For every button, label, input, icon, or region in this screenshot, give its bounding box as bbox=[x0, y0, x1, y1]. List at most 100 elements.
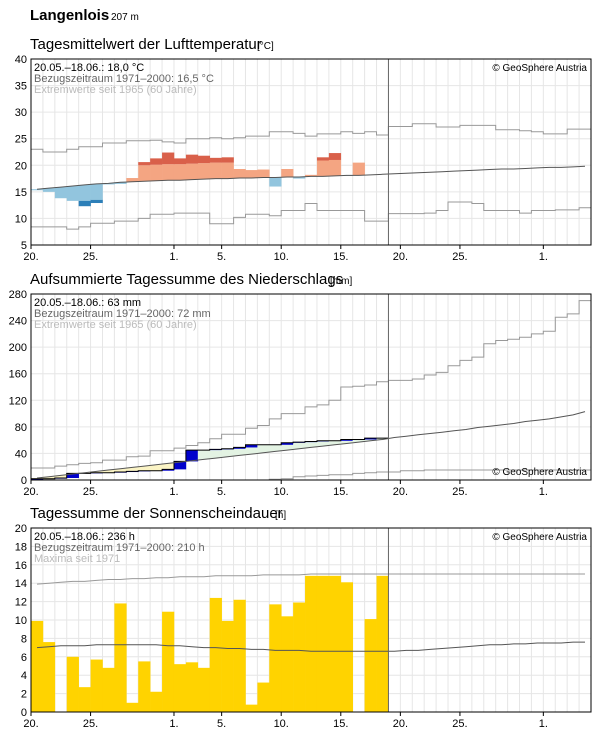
y-tick-label: 0 bbox=[21, 707, 27, 719]
temp-bar-warm-strong bbox=[209, 157, 222, 163]
info-line: Extremwerte seit 1965 (60 Jahre) bbox=[34, 319, 197, 331]
temp-bar-warm bbox=[245, 170, 258, 179]
x-tick-label: 25. bbox=[452, 486, 467, 498]
temp-bar-warm bbox=[209, 162, 222, 179]
temp-reference-line bbox=[36, 165, 586, 190]
y-tick-label: 120 bbox=[9, 395, 27, 407]
precip-deviation bbox=[328, 440, 342, 445]
sunshine-bar bbox=[31, 620, 44, 712]
temp-bar-cold bbox=[269, 177, 282, 187]
y-tick-label: 14 bbox=[15, 578, 27, 590]
precip-daily-bar bbox=[162, 469, 175, 471]
temp-bar-warm bbox=[138, 165, 151, 182]
temp-bar-warm bbox=[328, 159, 342, 176]
y-tick-label: 280 bbox=[9, 289, 27, 301]
y-tick-label: 8 bbox=[21, 633, 27, 645]
info-line: 20.05.–18.06.: 236 h bbox=[34, 531, 135, 543]
temp-min-line bbox=[31, 201, 591, 230]
precip-deviation bbox=[162, 463, 175, 470]
temp-bar-warm bbox=[173, 164, 187, 181]
temp-bar-warm-strong bbox=[197, 155, 211, 164]
y-tick-label: 20 bbox=[15, 523, 27, 535]
precip-deviation bbox=[197, 450, 211, 460]
x-tick-label: 20. bbox=[393, 251, 408, 263]
temp-bar-cold bbox=[54, 187, 68, 199]
sunshine-bar bbox=[233, 599, 246, 712]
precip-daily-bar bbox=[173, 461, 187, 470]
sunshine-bar bbox=[221, 620, 234, 712]
x-tick-label: 5. bbox=[217, 486, 226, 498]
temp-bar-warm bbox=[162, 164, 175, 181]
precip-max-line bbox=[31, 300, 591, 469]
precip-reference-line bbox=[36, 411, 586, 479]
x-tick-label: 25. bbox=[83, 718, 98, 729]
temp-bar-cold-strong bbox=[90, 199, 103, 204]
x-tick-label: 25. bbox=[452, 251, 467, 263]
sunshine-panel: Tagessumme der Sonnenscheindauer [h] 0 2 4… bbox=[15, 505, 592, 729]
info-line: Bezugszeitraum 1971–2000: 210 h bbox=[34, 542, 205, 554]
y-tick-label: 15 bbox=[15, 187, 27, 199]
y-tick-label: 80 bbox=[15, 422, 27, 434]
sunshine-bar bbox=[245, 704, 258, 712]
precip-daily-bar bbox=[185, 450, 199, 462]
temp-bar-cold bbox=[90, 183, 103, 200]
sunshine-max-line bbox=[36, 573, 585, 585]
sunshine-bar bbox=[90, 659, 103, 712]
precip-deviation bbox=[221, 448, 234, 457]
precip-deviation bbox=[42, 476, 56, 479]
sunshine-bar bbox=[102, 667, 115, 712]
precipitation-title: Aufsummierte Tagessumme des Niederschlag… bbox=[30, 271, 343, 288]
temp-bar-warm bbox=[221, 162, 234, 179]
precip-deviation bbox=[102, 470, 115, 473]
temperature-title: Tagesmittelwert der Lufttemperatur bbox=[30, 36, 262, 53]
y-tick-label: 16 bbox=[15, 560, 27, 572]
precip-observed-line bbox=[31, 437, 389, 480]
y-tick-label: 25 bbox=[15, 134, 27, 146]
info-line: Bezugszeitraum 1971–2000: 72 mm bbox=[34, 308, 211, 320]
y-tick-label: 12 bbox=[15, 597, 27, 609]
temp-bar-warm-strong bbox=[162, 152, 175, 165]
sunshine-bar bbox=[78, 687, 91, 712]
temp-bar-warm bbox=[257, 169, 270, 178]
precipitation-panel: Aufsummierte Tagessumme des Niederschlag… bbox=[9, 271, 592, 498]
precip-deviation bbox=[54, 475, 68, 479]
y-tick-label: 4 bbox=[21, 670, 27, 682]
info-line: 20.05.–18.06.: 63 mm bbox=[34, 297, 141, 309]
precip-daily-bar bbox=[233, 447, 246, 449]
precip-daily-bar bbox=[340, 439, 354, 441]
precip-deviation bbox=[209, 449, 222, 459]
precip-daily-bar bbox=[31, 478, 44, 480]
temp-bar-warm bbox=[197, 163, 211, 180]
info-line: Bezugszeitraum 1971–2000: 16,5 °C bbox=[34, 73, 214, 85]
x-tick-label: 20. bbox=[23, 251, 38, 263]
temp-bar-warm bbox=[185, 163, 199, 180]
sunshine-bar bbox=[114, 603, 127, 712]
x-tick-label: 10. bbox=[274, 718, 289, 729]
temp-bar-warm-strong bbox=[185, 154, 199, 164]
x-tick-label: 1. bbox=[169, 251, 178, 263]
station-altitude: 207 m bbox=[111, 12, 139, 23]
sunshine-bar bbox=[281, 616, 294, 712]
temp-bar-warm-strong bbox=[221, 157, 234, 163]
x-tick-label: 1. bbox=[539, 486, 548, 498]
plot-frame bbox=[30, 58, 592, 246]
x-tick-label: 20. bbox=[23, 718, 38, 729]
x-tick-label: 15. bbox=[333, 486, 348, 498]
precip-deviation bbox=[352, 439, 365, 443]
temperature-unit: [°C] bbox=[257, 41, 274, 52]
station-name: Langenlois bbox=[30, 7, 109, 24]
temperature-panel: Tagesmittelwert der Lufttemperatur [°C] … bbox=[15, 36, 592, 263]
x-tick-label: 5. bbox=[217, 718, 226, 729]
temp-bar-cold-strong bbox=[78, 200, 91, 207]
x-tick-label: 25. bbox=[83, 251, 98, 263]
temp-bar-warm-strong bbox=[138, 162, 151, 166]
x-tick-label: 15. bbox=[333, 718, 348, 729]
x-tick-label: 5. bbox=[217, 251, 226, 263]
sunshine-reference-line bbox=[36, 641, 585, 652]
precip-daily-bar bbox=[281, 442, 294, 445]
temp-bar-warm-strong bbox=[173, 158, 187, 165]
temp-bar-warm-strong bbox=[316, 157, 330, 161]
precip-deviation bbox=[245, 444, 258, 455]
sunshine-bar bbox=[364, 619, 377, 712]
